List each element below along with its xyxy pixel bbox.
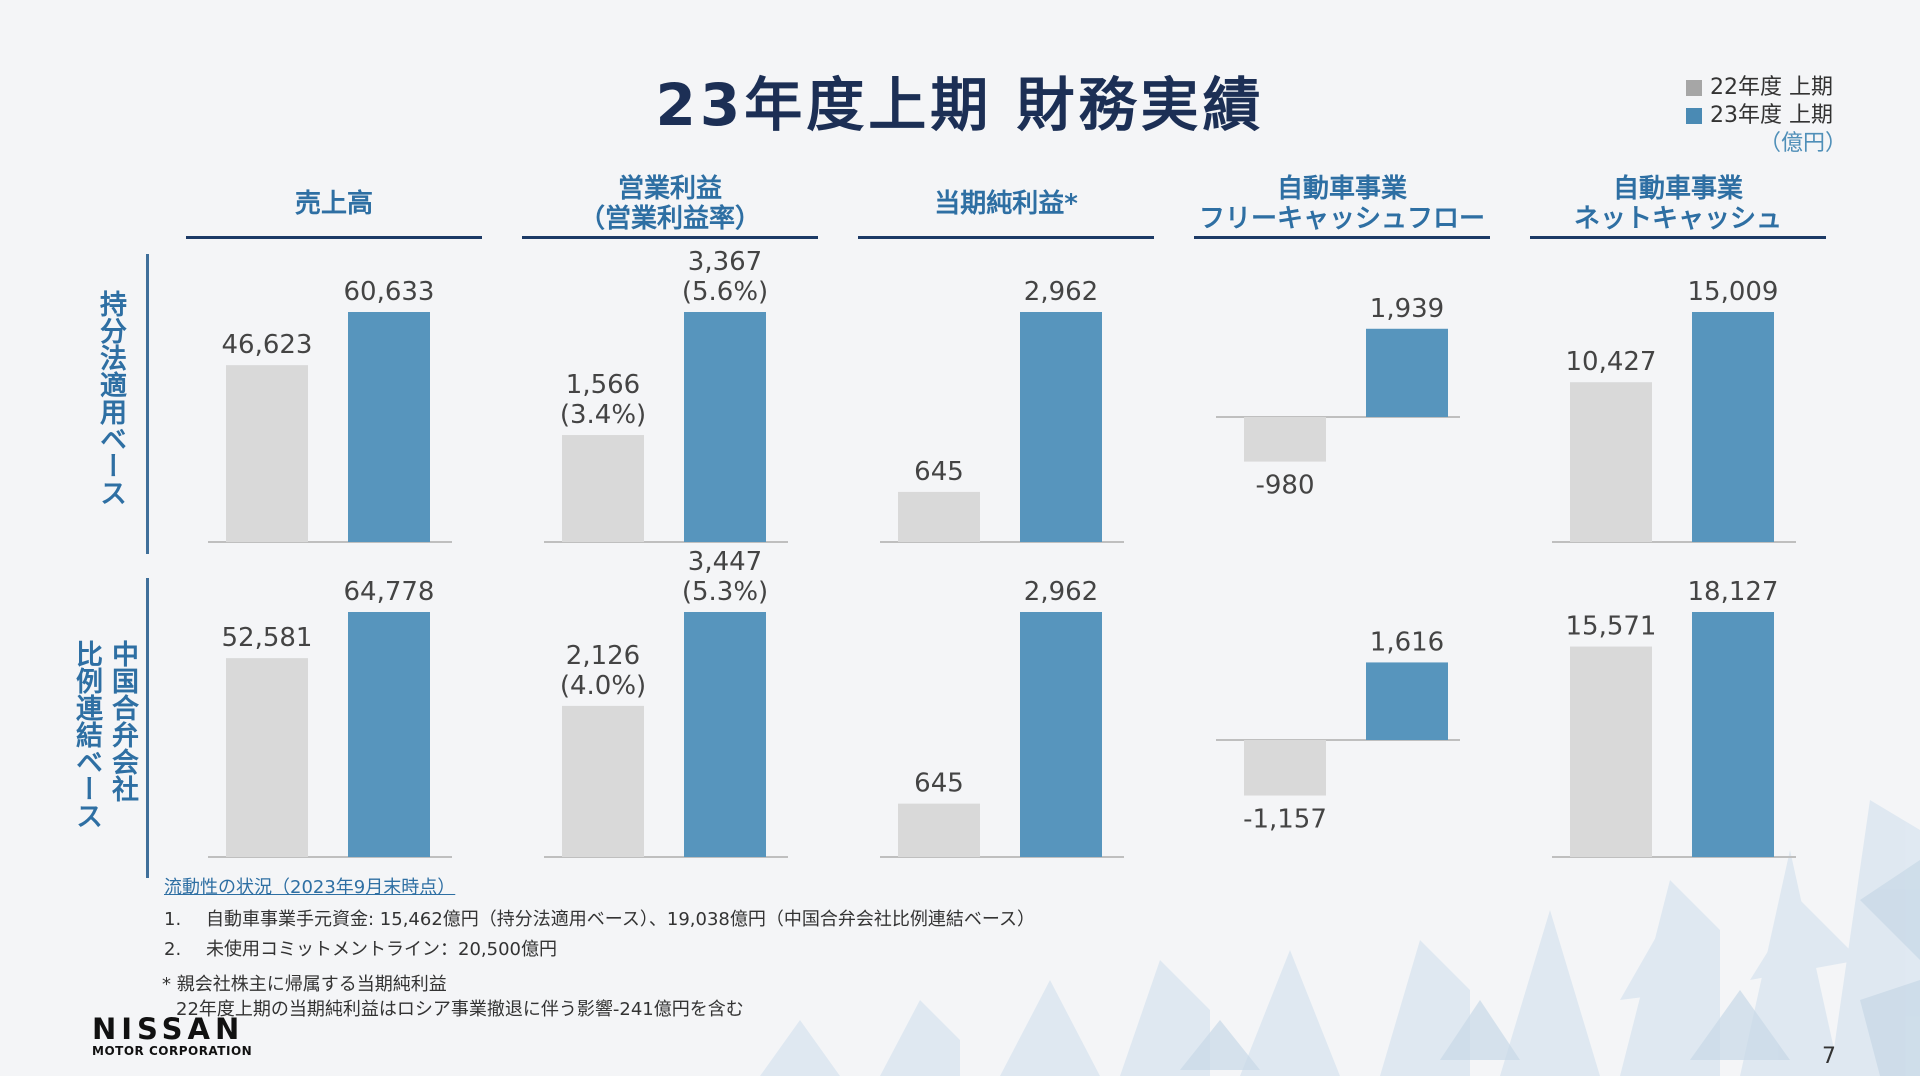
column-header-net-income: 当期純利益* — [858, 176, 1154, 232]
row-label-equity-method: 持分法適用ベース — [92, 290, 128, 506]
data-label: 645 — [914, 457, 964, 487]
row-divider-line — [146, 578, 149, 878]
data-label: 46,623 — [222, 330, 313, 360]
bar-current-year — [684, 612, 766, 857]
column-header-line: 営業利益 — [617, 174, 722, 204]
bar-prior-year — [562, 705, 644, 857]
bar-prior-year — [226, 658, 308, 857]
legend-swatch-current — [1686, 108, 1702, 124]
bar-current-year — [348, 312, 430, 542]
legend: 22年度 上期 23年度 上期 （億円） — [1686, 74, 1847, 158]
data-label: 15,571 — [1566, 612, 1657, 642]
column-underline — [1194, 236, 1490, 239]
data-label: 1,939 — [1370, 294, 1444, 324]
note-number: 1. — [164, 909, 182, 930]
data-label: 3,447 (5.3%) — [682, 547, 768, 607]
column-header-line: 当期純利益* — [934, 189, 1078, 219]
bar-prior-year — [1570, 646, 1652, 857]
bar-prior-year — [1244, 417, 1326, 462]
column-header-line: ネットキャッシュ — [1573, 204, 1782, 234]
page-number: 7 — [1822, 1044, 1836, 1069]
column-underline — [522, 236, 818, 239]
data-label: 1,566 (3.4%) — [560, 370, 646, 430]
row-divider-line — [146, 254, 149, 554]
column-underline — [1530, 236, 1826, 239]
column-header-net-cash: 自動車事業 ネットキャッシュ — [1530, 174, 1826, 234]
logo-subtitle: MOTOR CORPORATION — [92, 1044, 253, 1058]
data-label: -980 — [1255, 471, 1314, 501]
bar-prior-year — [562, 435, 644, 542]
column-header-free-cash-flow: 自動車事業 フリーキャッシュフロー — [1194, 174, 1490, 234]
column-header-line: フリーキャッシュフロー — [1198, 204, 1485, 234]
bar-current-year — [1020, 312, 1102, 542]
bar-prior-year — [226, 365, 308, 542]
column-header-line: 自動車事業 — [1276, 174, 1407, 204]
bar-prior-year — [898, 803, 980, 857]
row-label-line: 中国合弁会社 — [107, 640, 138, 802]
liquidity-note-title: 流動性の状況（2023年9月末時点） — [164, 877, 456, 898]
column-header-line: （営業利益率） — [578, 204, 761, 234]
bar-prior-year — [1244, 740, 1326, 796]
row-label-proportional-consolidation: 中国合弁会社 比例連結ベース — [68, 640, 140, 829]
column-header-revenue: 売上高 — [186, 176, 482, 232]
column-header-line: 売上高 — [294, 189, 373, 219]
column-header-operating-profit: 営業利益 （営業利益率） — [522, 174, 818, 234]
row-label-line: 持分法適用ベース — [95, 290, 126, 506]
bar-prior-year — [1570, 382, 1652, 542]
legend-item-current: 23年度 上期 — [1686, 102, 1847, 130]
data-label: 2,962 — [1024, 277, 1098, 307]
data-label: 15,009 — [1688, 277, 1779, 307]
bar-current-year — [1366, 662, 1448, 740]
footnote: * 親会社株主に帰属する当期純利益 — [162, 974, 447, 995]
bar-current-year — [1020, 612, 1102, 857]
footnote: 22年度上期の当期純利益はロシア事業撤退に伴う影響-241億円を含む — [176, 999, 744, 1020]
page-title: 23年度上期 財務実績 — [655, 71, 1265, 139]
bar-prior-year — [898, 491, 980, 542]
data-label: 1,616 — [1370, 627, 1444, 657]
logo-wordmark: NISSAN — [92, 1012, 245, 1046]
legend-label-prior: 22年度 上期 — [1710, 75, 1833, 100]
data-label: 2,962 — [1024, 577, 1098, 607]
bar-current-year — [684, 312, 766, 542]
legend-item-prior: 22年度 上期 — [1686, 74, 1847, 102]
legend-swatch-prior — [1686, 80, 1702, 96]
nissan-logo: NISSAN MOTOR CORPORATION — [92, 1014, 252, 1058]
row-label-line: 比例連結ベース — [71, 640, 102, 829]
data-label: 64,778 — [344, 577, 435, 607]
column-underline — [858, 236, 1154, 239]
note-text: 自動車事業手元資金: 15,462億円（持分法適用ベース）、19,038億円（中… — [206, 909, 1035, 930]
data-label: 18,127 — [1688, 577, 1779, 607]
bar-current-year — [1692, 612, 1774, 857]
note-text: 未使用コミットメントライン：20,500億円 — [206, 939, 557, 960]
bar-current-year — [1692, 312, 1774, 542]
liquidity-note-item: 2. 未使用コミットメントライン：20,500億円 — [164, 935, 557, 961]
bar-current-year — [348, 612, 430, 857]
unit-label: （億円） — [1759, 131, 1848, 156]
bar-current-year — [1366, 328, 1448, 417]
column-underline — [186, 236, 482, 239]
data-label: 3,367 (5.6%) — [682, 247, 768, 307]
data-label: 52,581 — [222, 623, 313, 653]
data-label: -1,157 — [1243, 805, 1327, 835]
data-label: 10,427 — [1566, 347, 1657, 377]
liquidity-note-item: 1. 自動車事業手元資金: 15,462億円（持分法適用ベース）、19,038億円… — [164, 905, 1035, 931]
note-number: 2. — [164, 939, 182, 960]
data-label: 2,126 (4.0%) — [560, 641, 646, 701]
legend-label-current: 23年度 上期 — [1710, 103, 1833, 128]
column-header-line: 自動車事業 — [1612, 174, 1743, 204]
data-label: 645 — [914, 769, 964, 799]
data-label: 60,633 — [344, 277, 435, 307]
